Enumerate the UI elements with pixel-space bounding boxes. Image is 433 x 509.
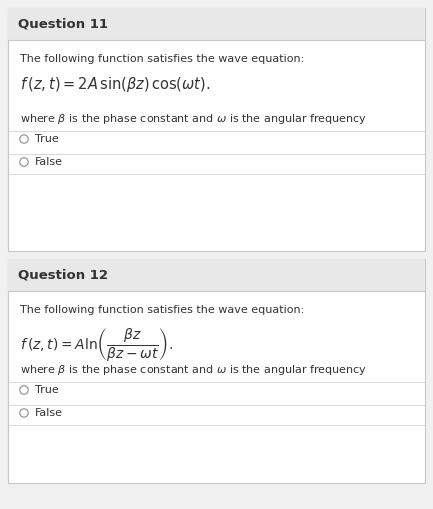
Bar [8, 259, 425, 483]
Text: Question 12: Question 12 [18, 269, 108, 281]
Text: The following function satisfies the wave equation:: The following function satisfies the wav… [20, 54, 304, 64]
Text: True: True [35, 385, 59, 395]
Text: $f\,(z,t) = 2A\,\sin(\beta z)\,\cos(\omega t).$: $f\,(z,t) = 2A\,\sin(\beta z)\,\cos(\ome… [20, 75, 210, 94]
Text: False: False [35, 408, 63, 418]
Bar [8, 8, 425, 40]
Bar [8, 259, 425, 291]
Text: Question 11: Question 11 [18, 17, 108, 31]
Text: True: True [35, 134, 59, 144]
Text: False: False [35, 157, 63, 167]
Text: The following function satisfies the wave equation:: The following function satisfies the wav… [20, 305, 304, 315]
Text: where $\beta$ is the phase constant and $\omega$ is the angular frequency: where $\beta$ is the phase constant and … [20, 112, 367, 126]
Text: where $\beta$ is the phase constant and $\omega$ is the angular frequency: where $\beta$ is the phase constant and … [20, 363, 367, 377]
Bar [8, 8, 425, 251]
Text: $f\,(z,t) = A\ln\!\left(\dfrac{\beta z}{\beta z - \omega t}\right).$: $f\,(z,t) = A\ln\!\left(\dfrac{\beta z}{… [20, 326, 173, 363]
